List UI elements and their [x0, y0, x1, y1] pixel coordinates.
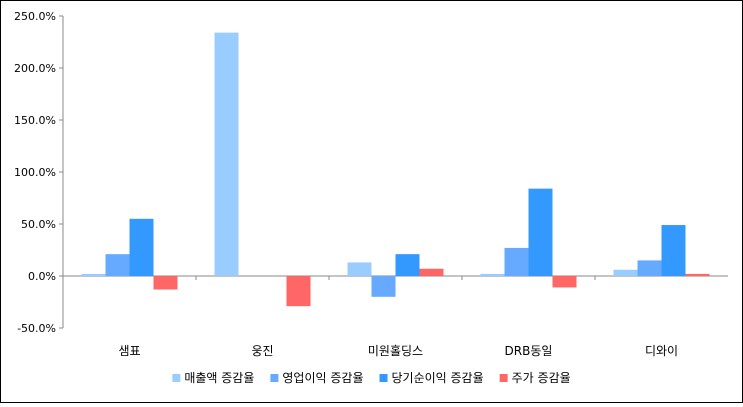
legend-item: 당기순이익 증감율	[379, 371, 484, 385]
legend-label: 당기순이익 증감율	[392, 371, 484, 385]
y-tick-label: 50.0%	[21, 218, 56, 231]
bar	[504, 247, 529, 276]
x-category-label: 샘표	[118, 344, 140, 358]
bar	[395, 254, 420, 276]
bar	[552, 276, 577, 288]
bar	[371, 276, 396, 297]
bar	[685, 273, 710, 276]
bar	[286, 276, 311, 307]
bar	[419, 268, 444, 276]
y-tick-label: 100.0%	[14, 166, 56, 179]
x-category-label: 웅진	[251, 344, 273, 358]
y-tick-label: 150.0%	[14, 114, 56, 127]
legend-label: 매출액 증감율	[184, 371, 254, 385]
legend-swatch	[379, 374, 388, 382]
y-tick-label: 0.0%	[28, 270, 56, 283]
y-tick-label: 200.0%	[14, 62, 56, 75]
x-category-labels: 샘표 웅진 미원홀딩스 DRB동일 디와이	[118, 344, 678, 358]
x-category-label: 미원홀딩스	[368, 344, 423, 358]
y-tick-labels: 250.0% 200.0% 150.0% 100.0% 50.0% 0.0% -50.0%	[14, 10, 56, 335]
bar	[661, 225, 686, 276]
legend-label: 주가 증감율	[512, 371, 571, 385]
bar	[528, 188, 553, 276]
bar	[214, 32, 239, 276]
bar	[347, 262, 372, 276]
bar	[81, 273, 106, 276]
legend-swatch	[172, 374, 181, 382]
bars	[81, 32, 710, 307]
bar	[613, 269, 638, 276]
bar	[105, 254, 130, 276]
bar	[637, 260, 662, 276]
legend-item: 매출액 증감율	[172, 371, 254, 385]
bar	[129, 218, 154, 276]
legend-item: 영업이익 증감율	[270, 371, 364, 385]
bar	[480, 273, 505, 276]
y-tick-label: 250.0%	[14, 10, 56, 23]
legend-swatch	[499, 374, 508, 382]
x-category-label: 디와이	[645, 344, 678, 358]
x-category-label: DRB동일	[505, 344, 553, 358]
legend-swatch	[270, 374, 279, 382]
y-tick-label: -50.0%	[17, 322, 56, 335]
legend-label: 영업이익 증감율	[282, 371, 363, 385]
legend-item: 주가 증감율	[499, 371, 571, 385]
legend: 매출액 증감율 영업이익 증감율 당기순이익 증감율 주가 증감율	[172, 371, 571, 385]
bar	[153, 276, 178, 290]
